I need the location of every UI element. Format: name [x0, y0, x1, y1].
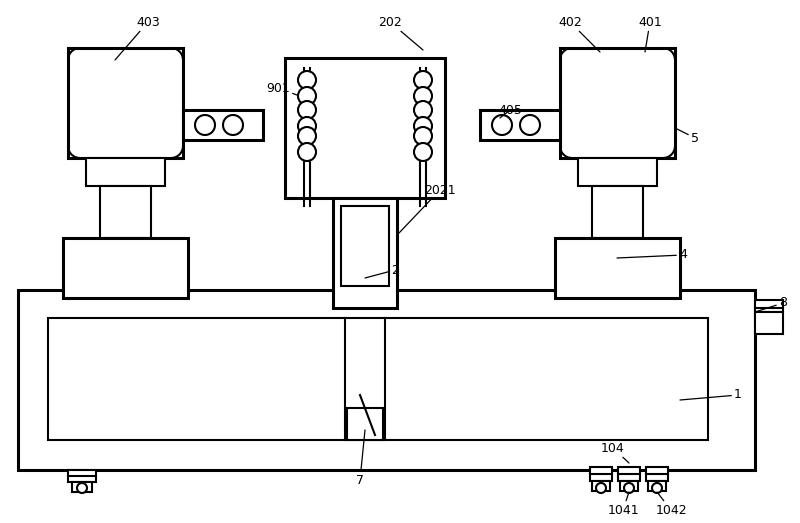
Text: 8: 8 — [755, 297, 787, 312]
Text: 1: 1 — [680, 389, 742, 402]
Bar — [618, 467, 640, 481]
Circle shape — [298, 127, 316, 145]
Text: 7: 7 — [356, 430, 365, 486]
Bar — [18, 290, 755, 470]
Circle shape — [298, 87, 316, 105]
Circle shape — [414, 127, 432, 145]
Circle shape — [223, 115, 243, 135]
Bar — [578, 158, 657, 186]
Circle shape — [624, 483, 634, 493]
Bar — [755, 300, 783, 312]
Circle shape — [195, 115, 215, 135]
Bar — [285, 58, 445, 198]
Circle shape — [414, 143, 432, 161]
Bar — [755, 312, 783, 334]
Circle shape — [77, 483, 87, 493]
Bar — [592, 186, 643, 238]
Bar — [560, 48, 675, 158]
Bar — [183, 110, 263, 140]
Circle shape — [298, 101, 316, 119]
Bar — [68, 470, 96, 482]
Bar — [646, 467, 668, 481]
Circle shape — [414, 87, 432, 105]
Text: 2: 2 — [365, 264, 399, 278]
Text: 202: 202 — [378, 16, 423, 50]
Bar — [100, 186, 151, 238]
Circle shape — [414, 117, 432, 135]
Text: 5: 5 — [675, 128, 699, 144]
Bar — [341, 206, 389, 286]
Bar — [333, 198, 397, 308]
Text: 405: 405 — [498, 104, 522, 118]
Text: 402: 402 — [558, 16, 600, 52]
Text: 401: 401 — [638, 16, 662, 52]
Circle shape — [298, 117, 316, 135]
Bar — [555, 238, 680, 298]
Bar — [48, 318, 708, 440]
Circle shape — [492, 115, 512, 135]
Text: 1042: 1042 — [655, 492, 687, 517]
Bar — [63, 238, 188, 298]
Bar — [68, 48, 183, 158]
Text: 104: 104 — [601, 441, 629, 463]
Text: 1041: 1041 — [607, 492, 639, 517]
Circle shape — [414, 101, 432, 119]
Bar — [86, 158, 165, 186]
Bar — [480, 110, 560, 140]
Bar — [590, 467, 612, 481]
Bar — [620, 481, 638, 491]
Circle shape — [298, 143, 316, 161]
Circle shape — [520, 115, 540, 135]
Bar — [648, 481, 666, 491]
Circle shape — [298, 71, 316, 89]
Circle shape — [596, 483, 606, 493]
Circle shape — [652, 483, 662, 493]
Circle shape — [414, 71, 432, 89]
Bar — [347, 408, 383, 440]
Bar — [72, 482, 92, 492]
Text: 403: 403 — [115, 16, 160, 60]
Bar — [592, 481, 610, 491]
Text: 2021: 2021 — [399, 184, 456, 233]
Text: 4: 4 — [617, 248, 687, 262]
Text: 901: 901 — [266, 82, 297, 95]
